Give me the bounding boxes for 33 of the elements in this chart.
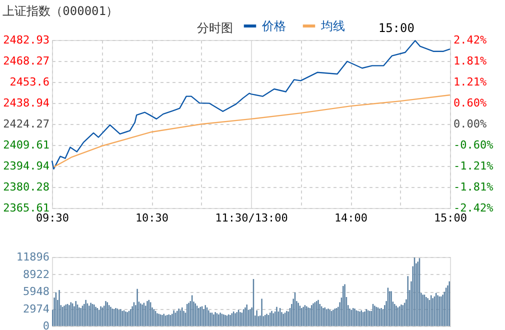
x-tick-label: 10:30 — [135, 212, 169, 224]
y2-tick-label: 0.00% — [454, 118, 487, 130]
y-tick-label: 2424.27 — [3, 118, 50, 130]
y2-tick-label: -1.21% — [454, 160, 494, 172]
x-tick-label: 11:30/13:00 — [215, 212, 288, 224]
y-tick-label: 2468.27 — [3, 54, 50, 68]
text: 15:00 — [378, 21, 414, 35]
y2-tick-label: 1.81% — [454, 54, 487, 68]
chart-title: 上证指数（000001） — [2, 4, 118, 18]
y2-tick-label: -1.81% — [454, 180, 494, 194]
y-tick-label: 8922 — [23, 268, 50, 281]
legend-label: 均线 — [320, 19, 345, 33]
x-tick-label: 14:00 — [334, 212, 368, 224]
y2-tick-label: -2.42% — [454, 202, 494, 214]
y2-tick-label: 0.60% — [454, 96, 487, 110]
y-tick-label: 2380.28 — [3, 180, 50, 194]
y-tick-label: 2974 — [23, 302, 50, 316]
y-tick-label: 5948 — [23, 285, 50, 298]
y2-tick-label: -0.60% — [454, 138, 494, 152]
y-tick-label: 2409.61 — [3, 138, 50, 152]
y-tick-label: 2453.6 — [10, 76, 50, 88]
y-tick-label: 11896 — [16, 250, 50, 264]
y-tick-label: 2394.94 — [3, 160, 50, 172]
y-tick-label: 0 — [42, 320, 50, 330]
x-tick-label: 15:00 — [434, 212, 468, 224]
legend-label: 价格 — [261, 19, 286, 33]
x-tick-label: 09:30 — [36, 212, 70, 224]
y-tick-label: 2482.93 — [3, 34, 50, 46]
y2-tick-label: 1.21% — [454, 76, 487, 88]
y-tick-label: 2365.61 — [3, 202, 50, 214]
chart-subtitle: 分时图 — [197, 21, 233, 35]
y-tick-label: 2438.94 — [3, 96, 50, 110]
y2-tick-label: 2.42% — [454, 34, 487, 46]
